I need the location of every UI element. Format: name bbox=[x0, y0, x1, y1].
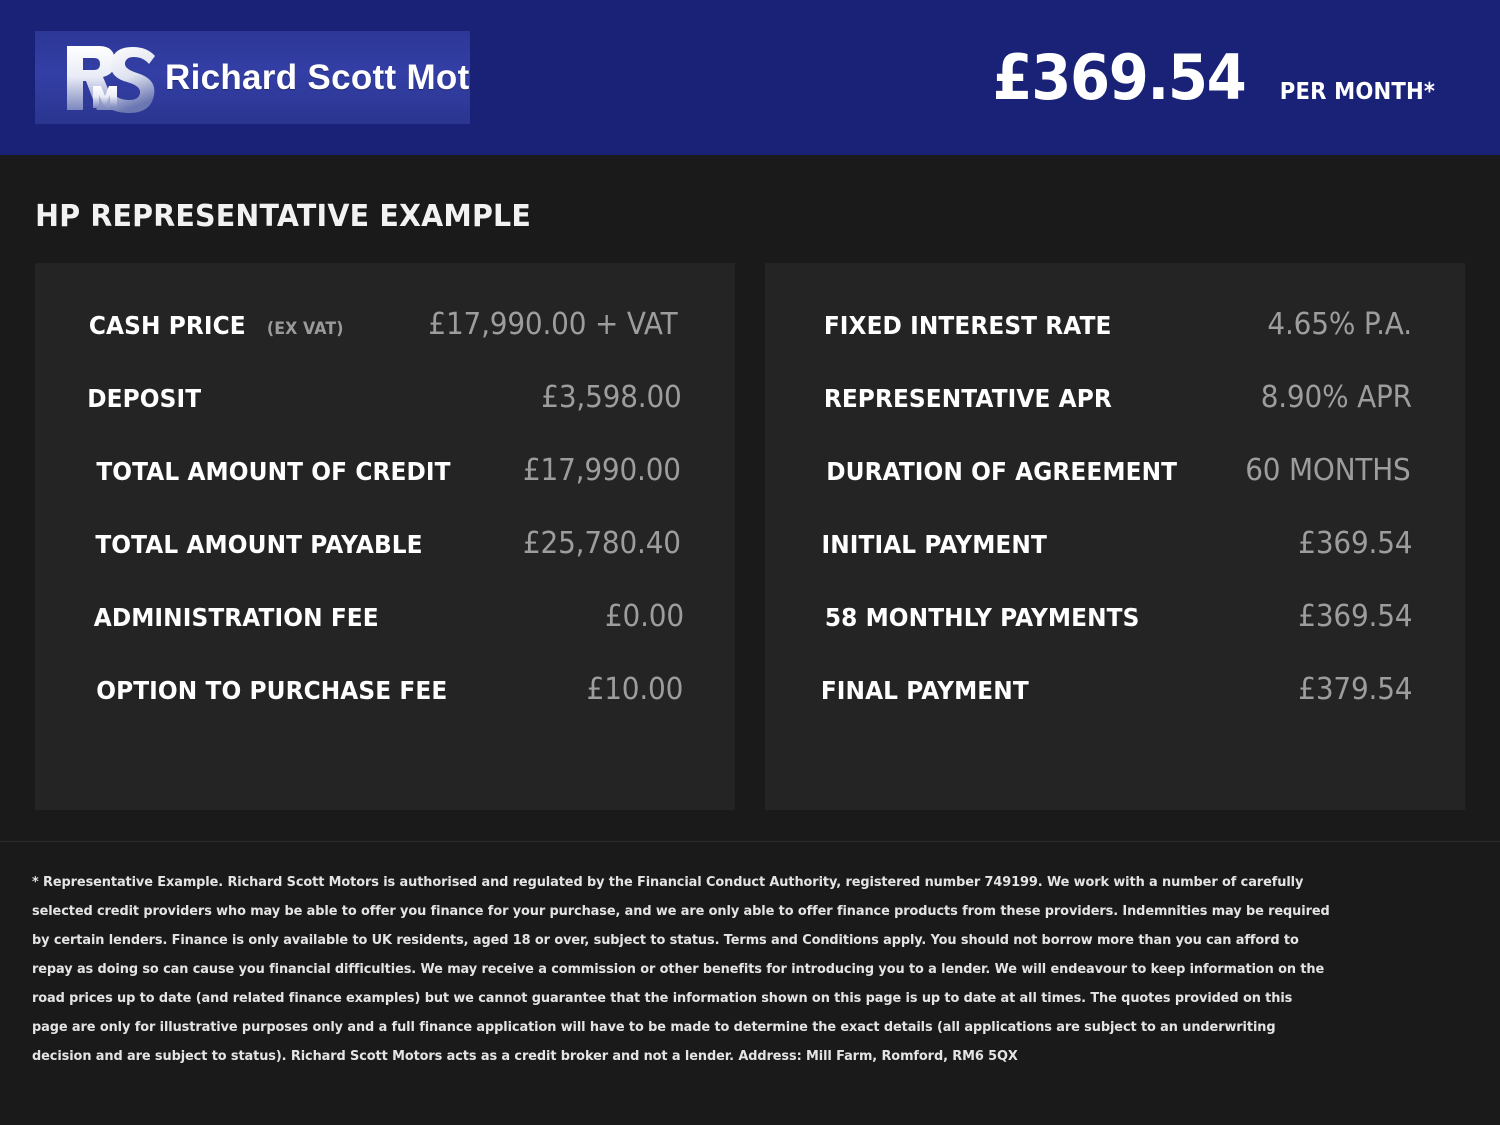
finance-row-label-group: CASH PRICE (EX VAT) bbox=[83, 311, 346, 340]
monthly-price-amount: £369.54 bbox=[992, 40, 1247, 114]
finance-row-label: OPTION TO PURCHASE FEE bbox=[96, 676, 448, 705]
finance-row-label: ADMINISTRATION FEE bbox=[93, 603, 379, 632]
finance-row: FINAL PAYMENT £379.54 bbox=[813, 672, 1417, 707]
finance-row-label-group: FIXED INTEREST RATE bbox=[813, 311, 1122, 340]
finance-row-value: £379.54 bbox=[1298, 672, 1413, 707]
finance-row-value: £3,598.00 bbox=[541, 380, 682, 415]
finance-row: OPTION TO PURCHASE FEE £10.00 bbox=[83, 672, 687, 707]
finance-row-value: £25,780.40 bbox=[523, 526, 682, 561]
finance-row-label-group: FINAL PAYMENT bbox=[813, 676, 1037, 705]
finance-row-value: £17,990.00 + VAT bbox=[428, 307, 678, 342]
finance-panel-right: FIXED INTEREST RATE 4.65% P.A. REPRESENTAT… bbox=[765, 263, 1465, 810]
finance-row-value: 60 MONTHS bbox=[1245, 453, 1411, 488]
finance-row-label-group: 58 MONTHLY PAYMENTS bbox=[813, 603, 1151, 632]
finance-row: TOTAL AMOUNT PAYABLE £25,780.40 bbox=[83, 526, 687, 561]
finance-row-label: INITIAL PAYMENT bbox=[821, 530, 1047, 559]
finance-row-value: £369.54 bbox=[1298, 599, 1413, 634]
footer: * Representative Example. Richard Scott … bbox=[0, 842, 1500, 1071]
monthly-price-suffix: PER MONTH* bbox=[1279, 78, 1436, 105]
finance-row-label: REPRESENTATIVE APR bbox=[823, 384, 1112, 413]
finance-row-label: FINAL PAYMENT bbox=[820, 676, 1029, 705]
finance-row-value: 8.90% APR bbox=[1260, 380, 1412, 415]
monthly-price-block: £369.54 PER MONTH* bbox=[983, 40, 1452, 114]
finance-row-label-group: REPRESENTATIVE APR bbox=[813, 384, 1123, 413]
finance-row: DEPOSIT £3,598.00 bbox=[83, 380, 687, 415]
brand-wordmark: Richard Scott Motors bbox=[165, 57, 470, 97]
finance-row-value: £369.54 bbox=[1298, 526, 1413, 561]
finance-row-label: DURATION OF AGREEMENT bbox=[826, 457, 1178, 486]
rsm-monogram-icon bbox=[63, 42, 161, 114]
footer-divider bbox=[0, 841, 1500, 842]
finance-row: TOTAL AMOUNT OF CREDIT £17,990.00 bbox=[83, 453, 687, 488]
finance-row-label: 58 MONTHLY PAYMENTS bbox=[824, 603, 1140, 632]
finance-row-label: TOTAL AMOUNT OF CREDIT bbox=[96, 457, 451, 486]
finance-row-label: DEPOSIT bbox=[87, 384, 202, 413]
finance-row-label-group: INITIAL PAYMENT bbox=[813, 530, 1055, 559]
finance-row: DURATION OF AGREEMENT 60 MONTHS bbox=[813, 453, 1417, 488]
finance-row-label-group: OPTION TO PURCHASE FEE bbox=[83, 676, 461, 705]
finance-row-label-group: ADMINISTRATION FEE bbox=[83, 603, 390, 632]
page-title: HP REPRESENTATIVE EXAMPLE bbox=[35, 199, 532, 234]
finance-row: FIXED INTEREST RATE 4.65% P.A. bbox=[813, 307, 1417, 342]
finance-details-panels: CASH PRICE (EX VAT) £17,990.00 + VAT DEPOSI… bbox=[0, 234, 1500, 810]
finance-row-label-group: TOTAL AMOUNT OF CREDIT bbox=[83, 457, 464, 486]
finance-row: INITIAL PAYMENT £369.54 bbox=[813, 526, 1417, 561]
finance-row-value: £10.00 bbox=[586, 672, 684, 707]
finance-row-label: CASH PRICE bbox=[88, 311, 246, 340]
finance-row-value: £0.00 bbox=[605, 599, 685, 634]
finance-row-label-group: TOTAL AMOUNT PAYABLE bbox=[83, 530, 435, 559]
finance-row: ADMINISTRATION FEE £0.00 bbox=[83, 599, 687, 634]
site-header: Richard Scott Motors £369.54 PER MONTH* bbox=[0, 0, 1500, 155]
finance-row-value: 4.65% P.A. bbox=[1267, 307, 1412, 342]
finance-row: 58 MONTHLY PAYMENTS £369.54 bbox=[813, 599, 1417, 634]
finance-row-label: FIXED INTEREST RATE bbox=[823, 311, 1112, 340]
finance-panel-left: CASH PRICE (EX VAT) £17,990.00 + VAT DEPOSI… bbox=[35, 263, 735, 810]
disclaimer-text: * Representative Example. Richard Scott … bbox=[32, 874, 1330, 1065]
finance-row-label-group: DURATION OF AGREEMENT bbox=[813, 457, 1190, 486]
brand-logo[interactable]: Richard Scott Motors bbox=[35, 31, 470, 124]
finance-row-label-group: DEPOSIT bbox=[83, 384, 205, 413]
finance-row: CASH PRICE (EX VAT) £17,990.00 + VAT bbox=[83, 307, 687, 342]
finance-row-sublabel: (EX VAT) bbox=[266, 319, 344, 339]
finance-row: REPRESENTATIVE APR 8.90% APR bbox=[813, 380, 1417, 415]
finance-row-value: £17,990.00 bbox=[523, 453, 682, 488]
finance-row-label: TOTAL AMOUNT PAYABLE bbox=[95, 530, 423, 559]
